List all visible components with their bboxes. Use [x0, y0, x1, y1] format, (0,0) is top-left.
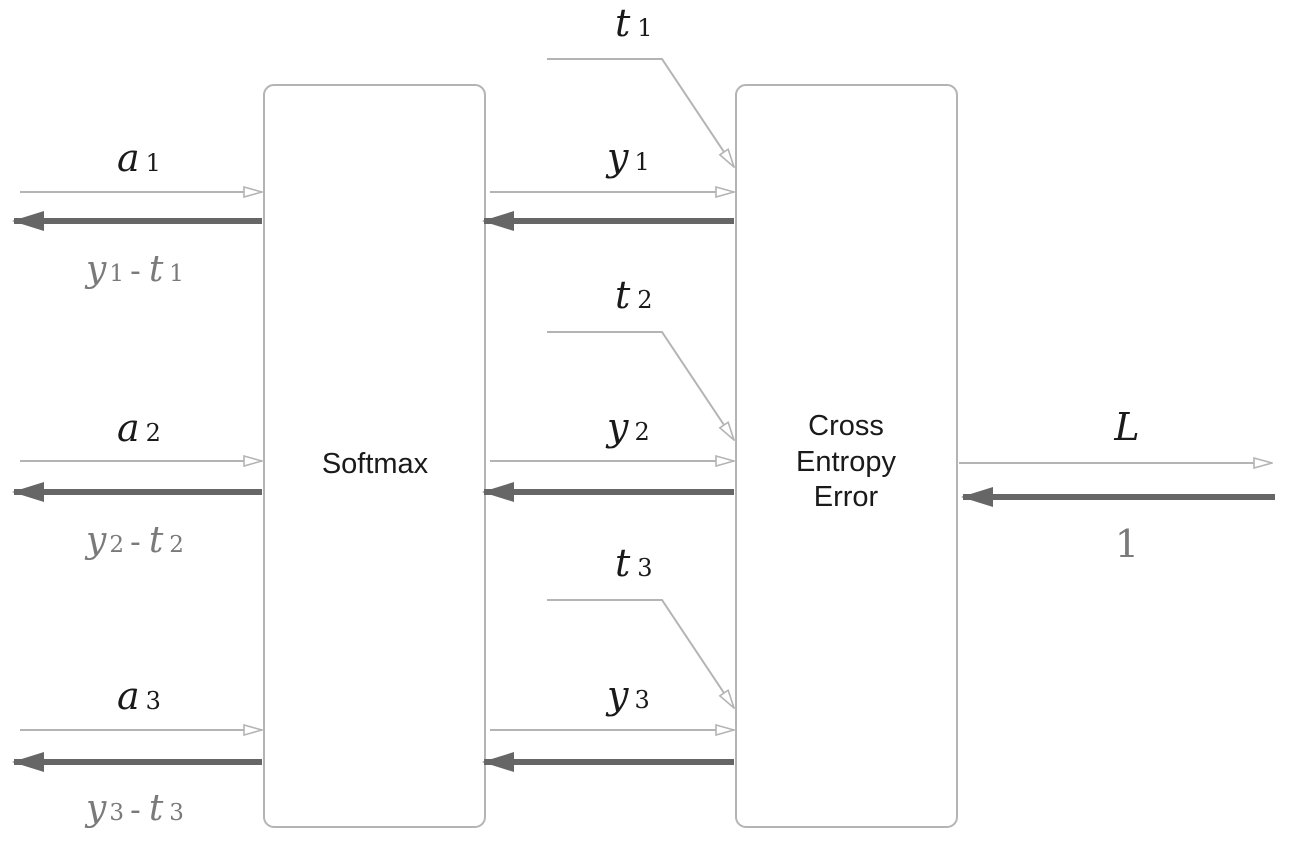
- forward-arrow-t3: [547, 599, 734, 708]
- softmax-layer-box: [263, 84, 486, 828]
- cross-entropy-label-line-1: Cross: [808, 410, 884, 442]
- upstream-gradient-label: 1: [1115, 522, 1139, 566]
- cross-entropy-label-line-2: Entropy: [796, 446, 896, 478]
- softmax-label: Softmax: [322, 448, 429, 480]
- loss-label: L: [1113, 405, 1139, 449]
- cross-entropy-label-line-3: Error: [814, 481, 879, 513]
- forward-arrow-t2: [547, 331, 734, 440]
- forward-arrow-t1: [547, 58, 734, 167]
- cross-entropy-error-layer-box: [735, 84, 958, 828]
